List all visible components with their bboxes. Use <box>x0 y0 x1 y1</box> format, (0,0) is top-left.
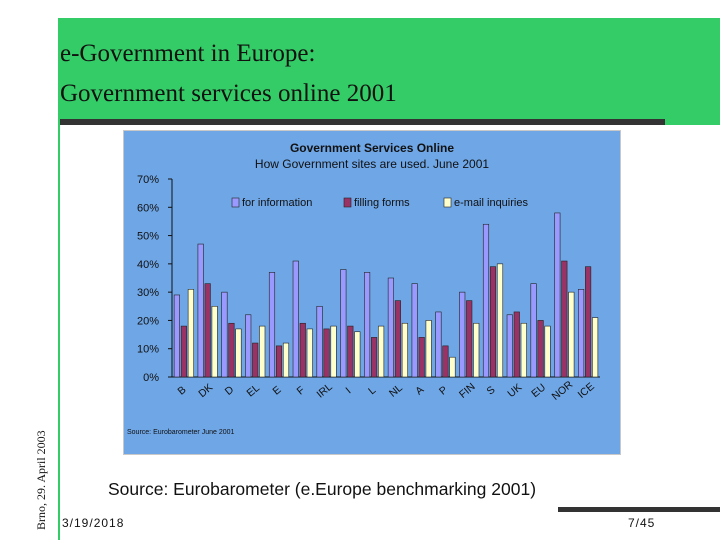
bar-email <box>354 331 361 378</box>
y-tick-label: 70% <box>137 174 159 186</box>
legend-swatch <box>231 197 240 208</box>
bar-forms <box>585 266 592 378</box>
bar-email <box>449 356 456 378</box>
x-tick-label: I <box>343 385 353 396</box>
footer-bar <box>60 512 720 540</box>
footer-date: 3/19/2018 <box>62 516 125 530</box>
bar-forms <box>204 283 211 378</box>
slide-title-line-2: Government services online 2001 <box>60 80 397 107</box>
y-tick-label: 30% <box>137 287 159 299</box>
bar-email <box>235 328 242 378</box>
bar-forms <box>252 342 259 378</box>
bar-chart: Government Services Online How Governmen… <box>124 131 620 454</box>
bar-email <box>592 317 599 378</box>
bar-forms <box>466 300 473 378</box>
bar-email <box>520 322 527 378</box>
y-tick-label: 0% <box>143 372 159 384</box>
side-date-label: Brno, 29. April 2003 <box>34 430 48 530</box>
bar-forms <box>228 322 235 378</box>
legend-swatch <box>343 197 352 208</box>
bar-email <box>473 322 480 378</box>
source-caption: Source: Eurobarometer (e.Europe benchmar… <box>108 479 537 499</box>
bar-information <box>530 283 537 378</box>
chart-title: Government Services Online <box>290 141 454 155</box>
bar-information <box>482 223 490 378</box>
bar-email <box>378 325 385 378</box>
bar-information <box>292 260 299 378</box>
y-tick-label: 40% <box>137 259 159 271</box>
bar-information <box>364 272 371 378</box>
top-margin-strip <box>58 0 720 18</box>
footer-divider <box>558 507 720 512</box>
legend-swatch <box>443 197 452 208</box>
y-tick-label: 10% <box>137 344 159 356</box>
bar-information <box>506 314 513 378</box>
bar-email <box>282 342 290 378</box>
bar-forms <box>347 325 354 378</box>
bar-forms <box>513 311 520 378</box>
left-margin-strip <box>0 0 58 540</box>
y-tick-label: 50% <box>137 231 159 243</box>
bar-email <box>330 325 337 378</box>
legend-label: for information <box>242 197 312 209</box>
bar-email <box>568 291 575 378</box>
bar-information <box>554 212 561 378</box>
bar-forms <box>442 345 449 378</box>
bar-email <box>187 289 194 378</box>
bar-email <box>544 325 551 378</box>
chart-frame: Government Services Online How Governmen… <box>123 130 621 455</box>
slide-title-line-1: e-Government in Europe: <box>60 40 316 67</box>
slide-title: e-Government in Europe: Government servi… <box>60 34 397 114</box>
bar-email <box>211 305 218 378</box>
bar-forms <box>275 345 283 378</box>
title-divider <box>60 119 665 125</box>
legend-label: filling forms <box>354 197 410 209</box>
bar-email <box>496 263 504 378</box>
page-number: 7/45 <box>628 516 656 530</box>
bar-information <box>435 311 442 378</box>
bar-forms <box>180 325 187 378</box>
bar-forms <box>489 266 497 378</box>
bar-forms <box>299 322 306 378</box>
bar-information <box>340 269 347 378</box>
bar-information <box>387 277 394 378</box>
bar-email <box>259 325 266 378</box>
bar-information <box>316 305 323 378</box>
y-tick-label: 60% <box>137 202 159 214</box>
legend-label: e-mail inquiries <box>454 197 528 209</box>
bar-information <box>578 289 585 378</box>
bar-forms <box>537 320 544 378</box>
bar-forms <box>323 328 330 378</box>
bar-forms <box>561 260 568 378</box>
chart-subtitle: How Government sites are used. June 2001 <box>255 157 489 171</box>
bar-forms <box>418 337 425 378</box>
bar-information <box>221 291 228 378</box>
bar-information <box>459 291 466 378</box>
bar-forms <box>394 300 401 378</box>
bar-information <box>173 294 180 378</box>
bar-forms <box>371 337 378 378</box>
bar-information <box>197 243 204 378</box>
bar-information <box>411 283 418 378</box>
bar-email <box>425 320 432 378</box>
y-tick-label: 20% <box>137 315 159 327</box>
bar-information <box>245 314 252 378</box>
bar-email <box>401 322 408 378</box>
chart-source-note: Source: Eurobarometer June 2001 <box>127 429 235 436</box>
bar-email <box>306 328 313 378</box>
bar-information <box>268 272 276 378</box>
